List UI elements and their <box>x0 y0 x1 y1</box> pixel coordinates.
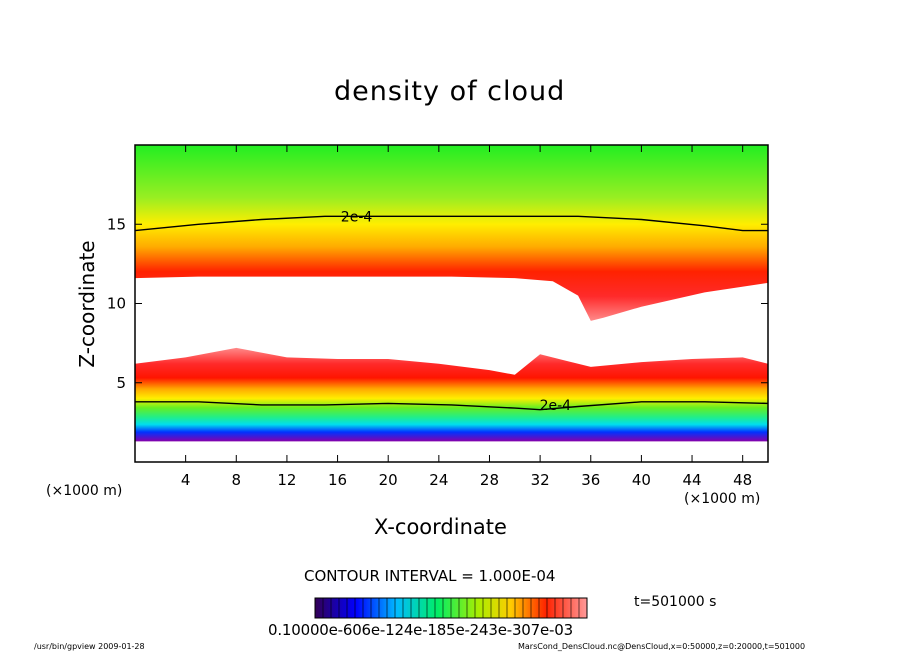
x-tick-label: 24 <box>429 471 448 489</box>
footer-right: MarsCond_DensCloud.nc@DensCloud,x=0:5000… <box>518 642 806 651</box>
footer-left: /usr/bin/gpview 2009-01-28 <box>34 642 145 651</box>
lower-cloud-layer <box>135 347 768 442</box>
chart-title: density of cloud <box>334 76 566 107</box>
plot-area <box>135 145 768 442</box>
y-tick-label: 5 <box>116 374 126 392</box>
x-unit-label-right: (×1000 m) <box>684 491 761 507</box>
contour-interval-text: CONTOUR INTERVAL = 1.000E-04 <box>304 567 556 585</box>
colorbar-ticks <box>322 598 580 618</box>
contour-label: 2e-4 <box>540 398 572 414</box>
y-tick-label: 10 <box>107 295 126 313</box>
y-tick-label: 15 <box>107 215 126 233</box>
contour-label: 2e-4 <box>341 209 373 225</box>
x-axis: 4 8 12 16 20 24 28 32 36 40 44 48 <box>181 145 752 489</box>
x-axis-label: X-coordinate <box>374 515 507 539</box>
x-unit-label-left: (×1000 m) <box>46 483 123 499</box>
x-tick-label: 20 <box>379 471 398 489</box>
x-tick-label: 36 <box>581 471 600 489</box>
y-axis: 5 10 15 <box>107 215 768 392</box>
x-tick-label: 8 <box>232 471 242 489</box>
x-tick-label: 16 <box>328 471 347 489</box>
x-tick-label: 44 <box>682 471 701 489</box>
x-tick-label: 28 <box>480 471 499 489</box>
lower-contour-line <box>135 401 768 411</box>
x-tick-label: 40 <box>632 471 651 489</box>
colorbar-label: 0.10000e-606e-124e-185e-243e-307e-03 <box>268 621 573 639</box>
x-tick-label: 12 <box>277 471 296 489</box>
upper-contour-line <box>135 215 768 232</box>
x-tick-label: 4 <box>181 471 191 489</box>
x-tick-label: 48 <box>733 471 752 489</box>
y-axis-label: Z-coordinate <box>75 240 99 368</box>
colorbar-frame <box>314 597 588 619</box>
upper-cloud-layer <box>135 145 768 321</box>
x-tick-label: 32 <box>531 471 550 489</box>
contour-labels: 2e-4 2e-4 <box>341 209 572 414</box>
time-text: t=501000 s <box>634 594 717 610</box>
